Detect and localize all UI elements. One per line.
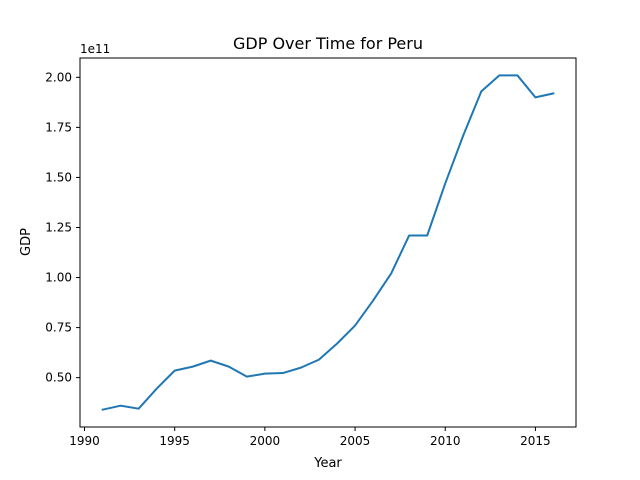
y-tick-label: 1.50 xyxy=(45,170,72,184)
x-tick-label: 2010 xyxy=(430,434,461,448)
y-tick-label: 1.25 xyxy=(45,220,72,234)
y-tick-label: 1.75 xyxy=(45,120,72,134)
y-axis-ticks: 0.50 0.75 1.00 1.25 1.50 1.75 2.00 xyxy=(45,70,80,385)
y-axis-label: GDP xyxy=(19,228,34,256)
x-tick-label: 2000 xyxy=(250,434,281,448)
y-offset-label: 1e11 xyxy=(80,42,110,56)
y-tick-label: 1.00 xyxy=(45,271,72,285)
x-tick-label: 2005 xyxy=(340,434,371,448)
x-tick-label: 1990 xyxy=(69,434,100,448)
chart-title: GDP Over Time for Peru xyxy=(233,34,423,53)
x-axis-ticks: 1990 1995 2000 2005 2010 2015 xyxy=(69,427,551,448)
y-tick-label: 0.75 xyxy=(45,321,72,335)
x-tick-label: 2015 xyxy=(520,434,551,448)
x-axis-label: Year xyxy=(313,456,342,471)
gdp-line-series xyxy=(101,74,555,411)
plot-area-frame xyxy=(79,57,577,428)
x-tick-label: 1995 xyxy=(159,434,190,448)
y-tick-label: 0.50 xyxy=(45,371,72,385)
y-tick-label: 2.00 xyxy=(45,70,72,84)
